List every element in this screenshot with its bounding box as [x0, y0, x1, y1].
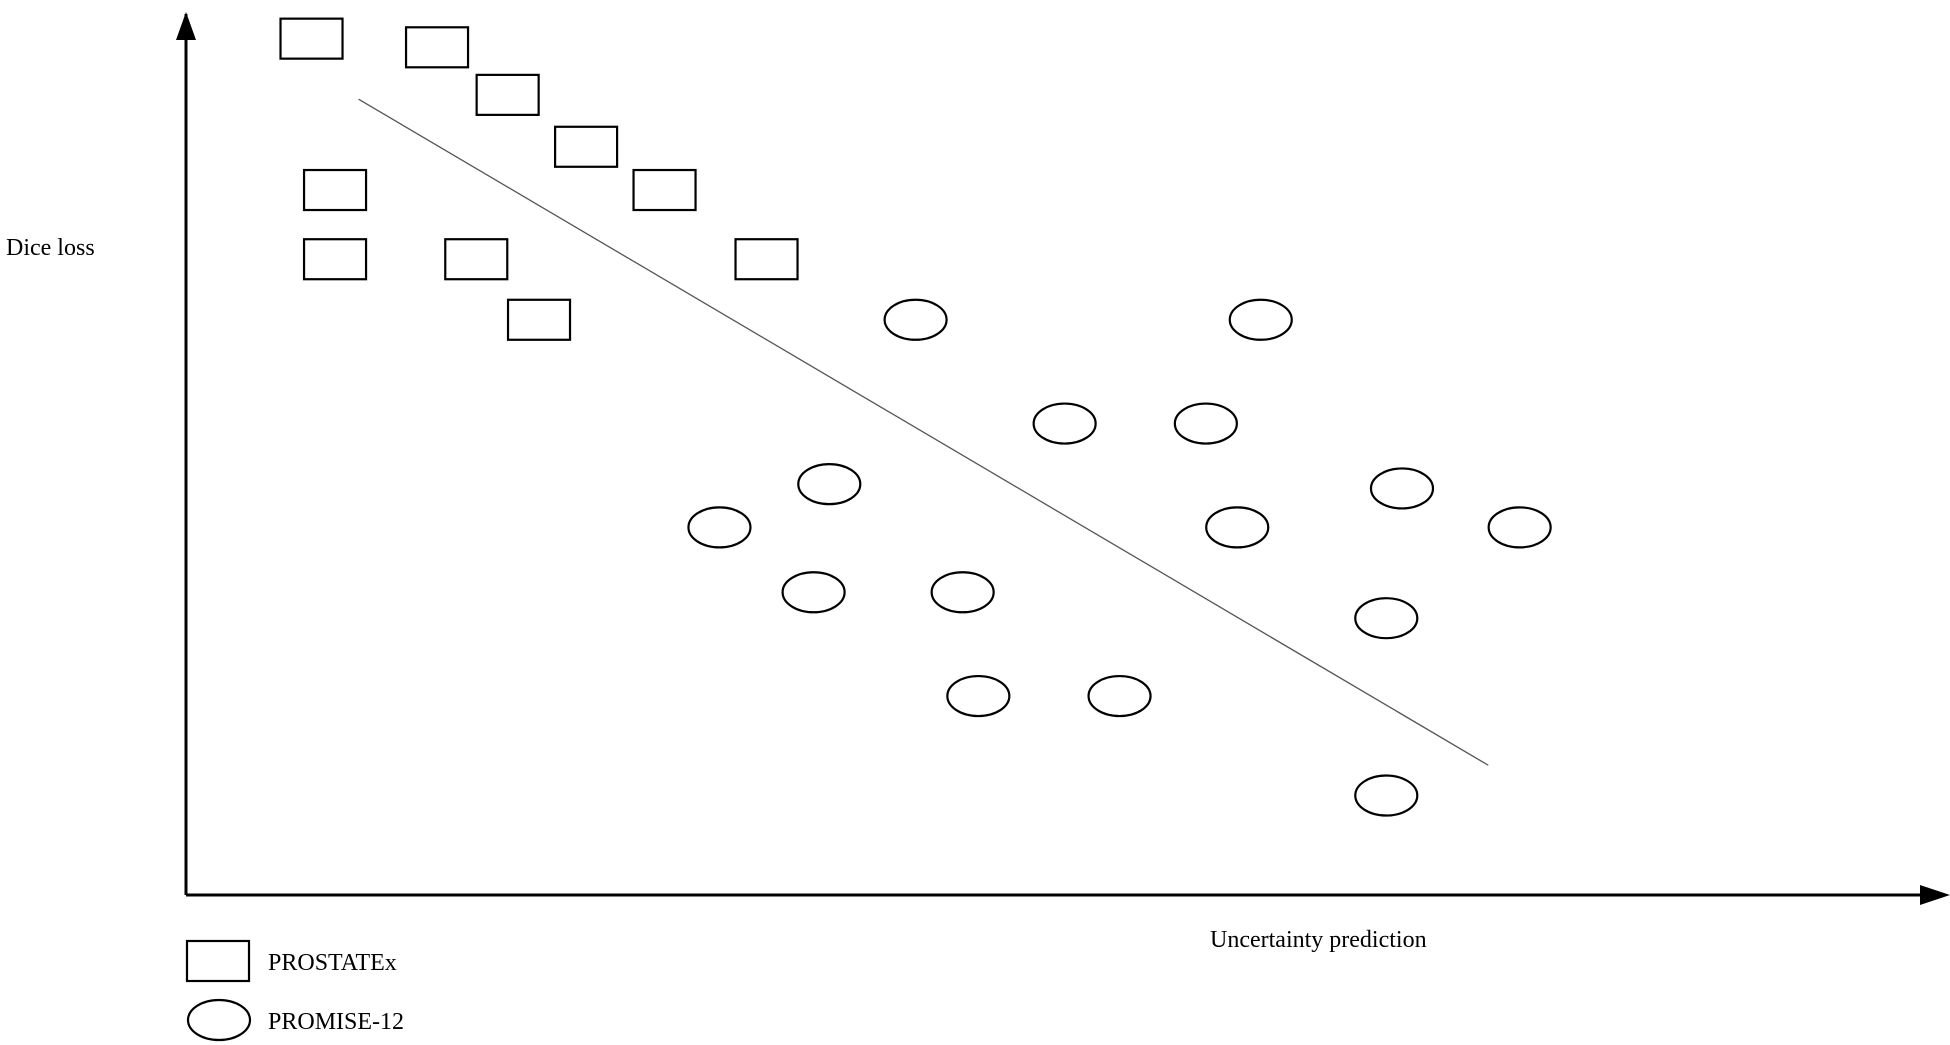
- prostatex-point: [734, 238, 799, 281]
- promise12-point: [946, 674, 1011, 718]
- promise12-point: [1173, 402, 1238, 445]
- promise12-point: [687, 506, 752, 549]
- promise12-point: [1354, 774, 1419, 817]
- legend: PROSTATEx PROMISE-12: [185, 939, 404, 1042]
- trend-line: [358, 98, 1489, 766]
- legend-circle-icon: [186, 998, 252, 1042]
- promise12-point: [1205, 506, 1270, 549]
- prostatex-point: [632, 168, 697, 212]
- prostatex-point: [506, 298, 572, 341]
- legend-label-promise12: PROMISE-12: [268, 1009, 404, 1035]
- legend-label-prostatex: PROSTATEx: [268, 950, 397, 976]
- prostatex-point: [404, 26, 470, 69]
- legend-square-icon: [185, 939, 251, 983]
- prostatex-point: [302, 238, 368, 281]
- prostatex-point: [444, 238, 509, 281]
- promise12-point: [797, 463, 862, 506]
- x-axis-label: Uncertainty prediction: [1210, 927, 1427, 953]
- prostatex-point: [475, 73, 540, 116]
- prostatex-point: [302, 168, 368, 212]
- prostatex-point: [553, 125, 619, 168]
- data-points: [279, 17, 1552, 817]
- y-axis-label: Dice loss: [6, 235, 95, 261]
- y-axis-arrow: [176, 12, 196, 40]
- promise12-point: [1369, 467, 1435, 510]
- promise12-point: [781, 571, 846, 614]
- promise12-point: [930, 571, 995, 614]
- promise12-point: [1228, 298, 1293, 341]
- promise12-point: [1487, 506, 1552, 549]
- prostatex-point: [279, 17, 344, 60]
- promise12-point: [1032, 402, 1097, 445]
- x-axis-arrow: [1920, 885, 1950, 905]
- promise12-point: [1087, 674, 1152, 718]
- promise12-point: [883, 298, 948, 341]
- promise12-point: [1354, 597, 1419, 640]
